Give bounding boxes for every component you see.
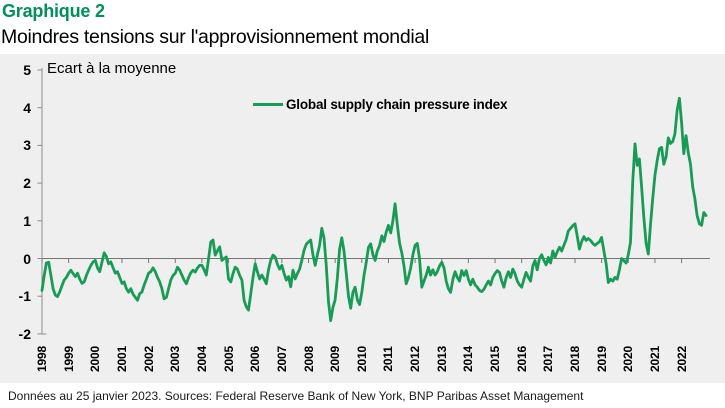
legend-line-swatch — [253, 103, 283, 106]
y-tick-label: 5 — [23, 62, 31, 78]
y-tick-label: 0 — [23, 250, 31, 267]
plot-background — [0, 54, 725, 383]
chart-legend: Global supply chain pressure index — [253, 97, 507, 112]
y-tick-label: 3 — [23, 137, 31, 154]
y-axis-ticks — [37, 69, 42, 335]
chart-kicker: Graphique 2 — [2, 1, 105, 21]
y-tick-label: 4 — [23, 99, 31, 116]
y-tick-label: 2 — [23, 175, 31, 192]
y-axis-unit-label: Ecart à la moyenne — [47, 60, 177, 77]
x-tick-label: 2022 — [674, 346, 689, 372]
source-note: Données au 25 janvier 2023. Sources: Fed… — [8, 389, 584, 403]
legend-series-label: Global supply chain pressure index — [286, 97, 508, 112]
y-tick-label: 1 — [23, 212, 31, 229]
y-tick-label: -1 — [18, 288, 31, 305]
page-title: Moindres tensions sur l'approvisionnemen… — [1, 26, 430, 48]
x-axis-ticks — [41, 258, 683, 263]
gscpi-series-line — [40, 96, 708, 323]
y-tick-label: -2 — [18, 325, 31, 342]
